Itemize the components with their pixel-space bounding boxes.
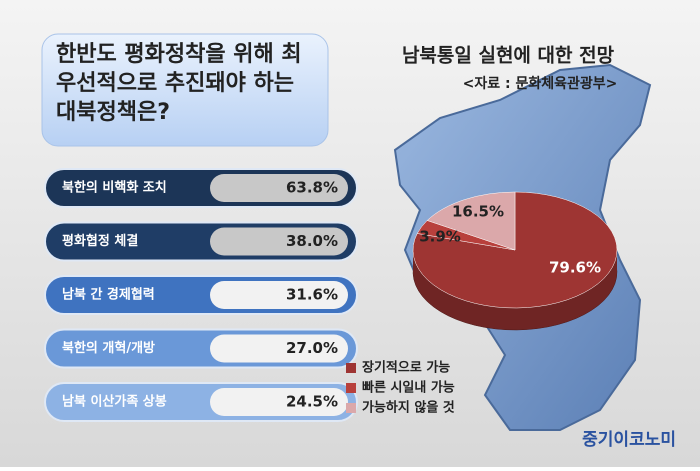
value-box	[210, 388, 348, 416]
pie-slice	[426, 191, 516, 251]
option-label: 북한의 비핵화 조치	[62, 180, 167, 196]
value-box	[210, 281, 348, 309]
option-label: 평화협정 체결	[62, 233, 138, 249]
pie-value-label: 16.5%	[452, 203, 504, 221]
pie-value-label: 79.6%	[549, 259, 601, 277]
value-box	[210, 174, 348, 202]
option-label: 남북 간 경제협력	[62, 287, 155, 303]
legend-label: 빠른 시일내 가능	[362, 380, 455, 396]
pie-value-label: 3.9%	[419, 228, 461, 246]
option-label: 북한의 개혁/개방	[62, 340, 155, 356]
pie-title: 남북통일 실현에 대한 전망	[402, 45, 615, 67]
option-label: 남북 이산가족 상봉	[62, 394, 167, 410]
question-wrap: 한반도 평화정착을 위해 최우선적으로 추진돼야 하는 대북정책은?	[56, 42, 302, 125]
value-label: 24.5%	[286, 393, 338, 411]
pie-subtitle: <자료 : 문화체육관광부>	[463, 75, 618, 92]
value-box	[210, 334, 348, 363]
legend-swatch	[346, 363, 356, 373]
legend-label: 가능하지 않을 것	[362, 400, 455, 416]
legend-swatch	[346, 403, 356, 413]
legend-swatch	[346, 383, 356, 393]
legend-label: 장기적으로 가능	[362, 360, 450, 376]
value-box	[210, 227, 348, 256]
value-label: 38.0%	[286, 232, 338, 250]
logo: 중기이코노미	[582, 430, 676, 450]
value-label: 31.6%	[286, 286, 338, 304]
value-label: 27.0%	[286, 339, 338, 357]
value-label: 63.8%	[286, 179, 338, 197]
question-box	[41, 33, 329, 147]
question: 한반도 평화정착을 위해 최우선적으로 추진돼야 하는 대북정책은?	[56, 42, 302, 125]
